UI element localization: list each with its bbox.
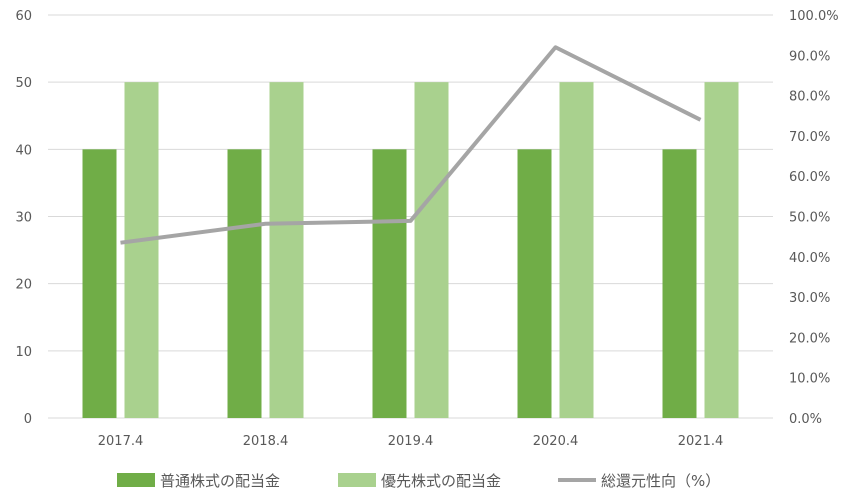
left-axis-tick-label: 50 [15,76,32,91]
left-axis-tick-label: 10 [15,345,32,360]
left-axis-tick-label: 40 [15,143,32,158]
x-axis-tick-label: 2017.4 [98,434,144,449]
right-axis-tick-label: 60.0% [789,170,830,185]
legend-label-ratio: 総還元性向（%） [601,472,720,490]
bar-preferred [269,82,304,419]
bar-preferred [559,82,594,419]
legend-label-common: 普通株式の配当金 [160,472,280,490]
legend-label-preferred: 優先株式の配当金 [381,472,501,490]
bar-preferred [704,82,739,419]
left-axis-tick-label: 30 [15,211,32,226]
right-axis-tick-label: 0.0% [789,412,822,427]
left-axis-tick-label: 60 [15,9,32,24]
bar-common [82,149,117,419]
right-axis-tick-label: 20.0% [789,331,830,346]
right-axis-tick-label: 30.0% [789,291,830,306]
right-axis-tick-label: 40.0% [789,251,830,266]
x-axis-tick-label: 2019.4 [388,434,434,449]
x-axis-tick-label: 2020.4 [533,434,579,449]
legend: 普通株式の配当金 優先株式の配当金 総還元性向（%） [117,472,720,490]
right-axis-tick-label: 100.0% [789,9,839,24]
right-axis-ticks: 0.0% 10.0% 20.0% 30.0% 40.0% 50.0% 60.0% 70.0% 8… [789,9,839,427]
right-axis-tick-label: 70.0% [789,130,830,145]
bar-common [372,149,407,419]
right-axis-tick-label: 90.0% [789,49,830,64]
bar-preferred [124,82,159,419]
left-axis-tick-label: 0 [24,412,32,427]
ratio-series-line [120,45,702,245]
legend-swatch-preferred [338,473,376,487]
left-axis-tick-label: 20 [15,278,32,293]
x-axis-tick-label: 2021.4 [678,434,724,449]
left-axis-ticks: 0 10 20 30 40 50 60 [15,9,32,427]
ratio-line [120,45,702,245]
bar-common [662,149,697,419]
bar-common [227,149,262,419]
right-axis-tick-label: 10.0% [789,372,830,387]
right-axis-tick-label: 50.0% [789,211,830,226]
bars [82,82,739,419]
x-axis-ticks: 2017.4 2018.4 2019.4 2020.4 2021.4 [98,434,724,449]
right-axis-tick-label: 80.0% [789,90,830,105]
bar-preferred [414,82,449,419]
x-axis-tick-label: 2018.4 [243,434,289,449]
legend-swatch-common [117,473,155,487]
bar-common [517,149,552,419]
gridlines [48,14,773,419]
